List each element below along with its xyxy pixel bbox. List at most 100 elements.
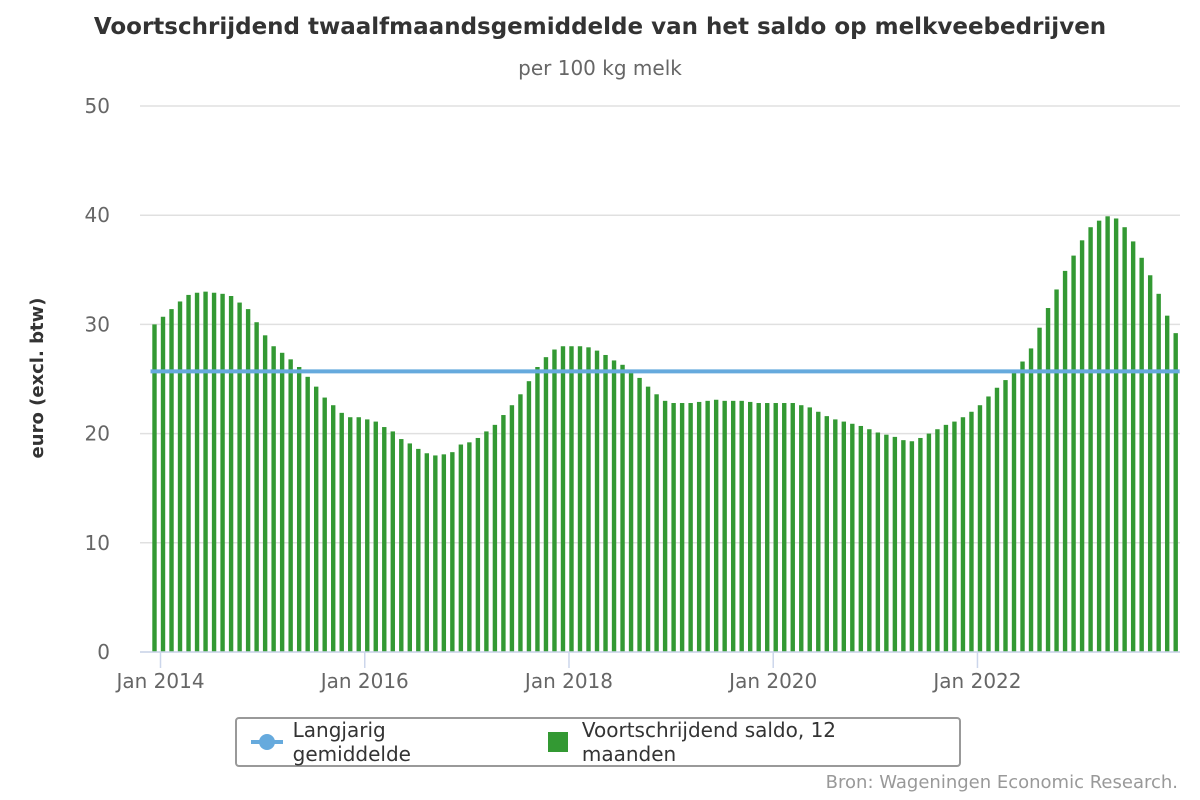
bar[interactable] bbox=[501, 415, 506, 652]
bar[interactable] bbox=[850, 423, 855, 652]
bar[interactable] bbox=[654, 394, 659, 652]
bar[interactable] bbox=[841, 421, 847, 652]
bar[interactable] bbox=[509, 405, 515, 652]
bar[interactable] bbox=[1045, 308, 1051, 652]
bar[interactable] bbox=[816, 411, 821, 652]
bar[interactable] bbox=[339, 412, 344, 652]
bar[interactable] bbox=[399, 439, 404, 652]
bar[interactable] bbox=[1037, 327, 1042, 652]
bar[interactable] bbox=[177, 301, 183, 652]
bar[interactable] bbox=[867, 429, 872, 652]
bar[interactable] bbox=[382, 427, 387, 652]
bar[interactable] bbox=[1139, 257, 1144, 652]
bar[interactable] bbox=[1071, 255, 1076, 652]
bar[interactable] bbox=[169, 309, 174, 652]
bar[interactable] bbox=[1011, 372, 1017, 652]
bar[interactable] bbox=[441, 454, 447, 652]
bar[interactable] bbox=[833, 419, 838, 652]
credits[interactable]: Bron: Wageningen Economic Research. bbox=[825, 772, 1178, 793]
bar[interactable] bbox=[671, 403, 676, 652]
bar[interactable] bbox=[986, 396, 991, 652]
bar[interactable] bbox=[1113, 218, 1119, 653]
bar[interactable] bbox=[211, 292, 217, 652]
bar[interactable] bbox=[603, 354, 608, 652]
bar[interactable] bbox=[1088, 227, 1093, 652]
bar[interactable] bbox=[1147, 275, 1153, 652]
bar[interactable] bbox=[696, 401, 702, 652]
bar[interactable] bbox=[543, 357, 549, 652]
bar[interactable] bbox=[1020, 361, 1025, 652]
bar[interactable] bbox=[220, 293, 225, 652]
bar[interactable] bbox=[722, 400, 727, 652]
bar-series[interactable] bbox=[152, 216, 1178, 653]
bar[interactable] bbox=[901, 440, 906, 652]
bar[interactable] bbox=[662, 400, 668, 652]
bar[interactable] bbox=[679, 403, 685, 652]
bar[interactable] bbox=[160, 316, 166, 652]
bar[interactable] bbox=[331, 405, 336, 652]
bar[interactable] bbox=[960, 417, 966, 652]
bar[interactable] bbox=[279, 352, 285, 652]
bar[interactable] bbox=[526, 381, 532, 652]
bar[interactable] bbox=[1173, 333, 1178, 652]
bar[interactable] bbox=[1054, 289, 1059, 652]
bar[interactable] bbox=[228, 296, 234, 652]
bar[interactable] bbox=[918, 437, 923, 652]
bar[interactable] bbox=[892, 436, 898, 652]
bar[interactable] bbox=[433, 455, 438, 652]
bar[interactable] bbox=[152, 324, 157, 652]
bar[interactable] bbox=[577, 346, 583, 652]
bar[interactable] bbox=[645, 386, 651, 652]
bar[interactable] bbox=[909, 441, 915, 652]
bar[interactable] bbox=[313, 386, 319, 652]
bar[interactable] bbox=[756, 403, 761, 652]
bar[interactable] bbox=[969, 411, 974, 652]
bar[interactable] bbox=[254, 322, 259, 652]
bar[interactable] bbox=[288, 359, 293, 652]
bar[interactable] bbox=[884, 434, 889, 652]
bar[interactable] bbox=[390, 431, 395, 652]
bar[interactable] bbox=[348, 417, 353, 652]
bar[interactable] bbox=[424, 453, 430, 652]
bar[interactable] bbox=[416, 448, 421, 652]
bar[interactable] bbox=[824, 416, 829, 652]
bar[interactable] bbox=[475, 437, 481, 652]
bar[interactable] bbox=[594, 350, 600, 652]
bar[interactable] bbox=[748, 401, 753, 652]
bar[interactable] bbox=[373, 421, 378, 652]
bar[interactable] bbox=[713, 399, 719, 652]
bar[interactable] bbox=[926, 433, 932, 652]
bar[interactable] bbox=[688, 403, 693, 652]
bar[interactable] bbox=[790, 403, 795, 652]
bar[interactable] bbox=[407, 443, 412, 652]
bar[interactable] bbox=[586, 347, 591, 652]
bar[interactable] bbox=[365, 419, 370, 652]
bar[interactable] bbox=[305, 376, 310, 652]
bar[interactable] bbox=[518, 394, 523, 652]
bar[interactable] bbox=[271, 346, 276, 652]
bar[interactable] bbox=[1079, 240, 1085, 652]
bar[interactable] bbox=[705, 400, 710, 652]
bar[interactable] bbox=[1130, 241, 1136, 652]
bar[interactable] bbox=[1003, 380, 1008, 652]
bar[interactable] bbox=[1096, 220, 1102, 652]
bar[interactable] bbox=[237, 302, 242, 652]
legend-item-saldo[interactable]: Voortschrijdend saldo, 12 maanden bbox=[548, 718, 933, 766]
bar[interactable] bbox=[943, 424, 949, 652]
bar[interactable] bbox=[782, 403, 787, 652]
bar[interactable] bbox=[977, 405, 983, 652]
bar[interactable] bbox=[730, 400, 736, 652]
bar[interactable] bbox=[203, 291, 208, 652]
bar[interactable] bbox=[1062, 270, 1068, 652]
bar[interactable] bbox=[611, 360, 617, 652]
bar[interactable] bbox=[458, 444, 464, 652]
bar[interactable] bbox=[467, 442, 472, 652]
bar[interactable] bbox=[994, 387, 1000, 652]
bar[interactable] bbox=[186, 294, 191, 652]
bar[interactable] bbox=[1156, 293, 1161, 652]
bar[interactable] bbox=[1105, 216, 1110, 653]
bar[interactable] bbox=[262, 335, 268, 652]
bar[interactable] bbox=[739, 400, 744, 652]
bar[interactable] bbox=[356, 417, 361, 652]
bar[interactable] bbox=[765, 403, 770, 652]
